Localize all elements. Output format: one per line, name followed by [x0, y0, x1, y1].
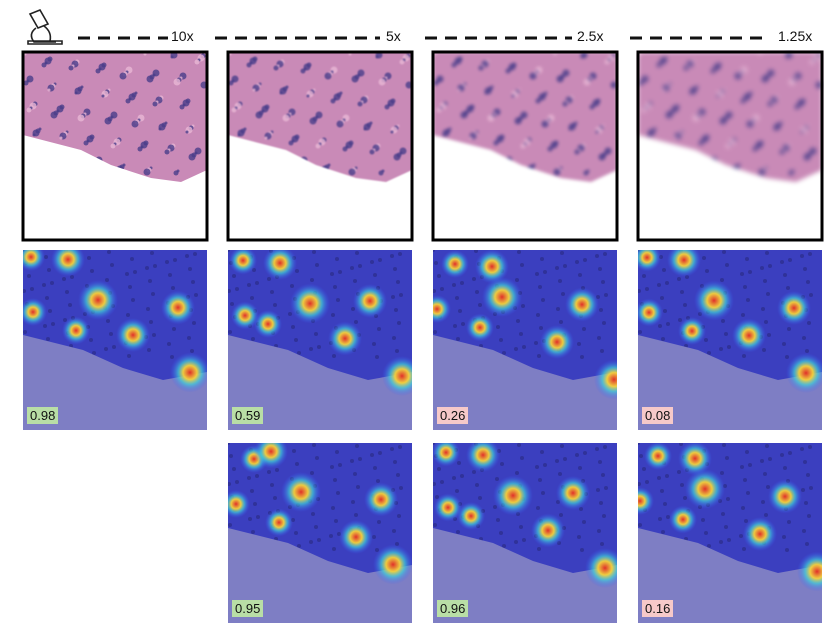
- microscope-icon: [27, 8, 63, 45]
- heatmap: 0.08: [633, 243, 826, 430]
- tissue-image: [431, 50, 619, 242]
- tissue-image: [636, 50, 824, 242]
- heatmap-image: [423, 248, 634, 430]
- magnification-label: 1.25x: [778, 28, 813, 44]
- score-label: 0.08: [642, 407, 674, 424]
- score-label: 0.16: [642, 600, 674, 617]
- score-label: 0.98: [27, 407, 59, 424]
- heatmap: 0.59: [226, 246, 422, 430]
- magnification-label: 5x: [386, 28, 401, 44]
- score-label: 0.96: [437, 600, 469, 617]
- heatmap-image: [17, 242, 210, 430]
- heatmap: 0.96: [431, 438, 625, 623]
- heatmap: 0.16: [626, 441, 830, 623]
- heatmap: 0.98: [17, 242, 210, 430]
- score-label: 0.95: [232, 600, 264, 617]
- magnification-label: 2.5x: [577, 28, 604, 44]
- magnification-label: 10x: [171, 28, 194, 44]
- heatmap: 0.26: [423, 248, 634, 430]
- heatmap-image: [626, 441, 830, 623]
- heatmap-image: [222, 434, 413, 623]
- tissue-image: [21, 50, 209, 242]
- score-label: 0.26: [437, 407, 469, 424]
- scale-bar: [27, 8, 770, 45]
- heatmap-image: [226, 246, 422, 430]
- score-label: 0.59: [232, 407, 264, 424]
- heatmap-image: [431, 438, 625, 623]
- heatmap-image: [633, 243, 826, 430]
- heatmap: 0.95: [222, 434, 413, 623]
- tissue-image: [226, 50, 414, 242]
